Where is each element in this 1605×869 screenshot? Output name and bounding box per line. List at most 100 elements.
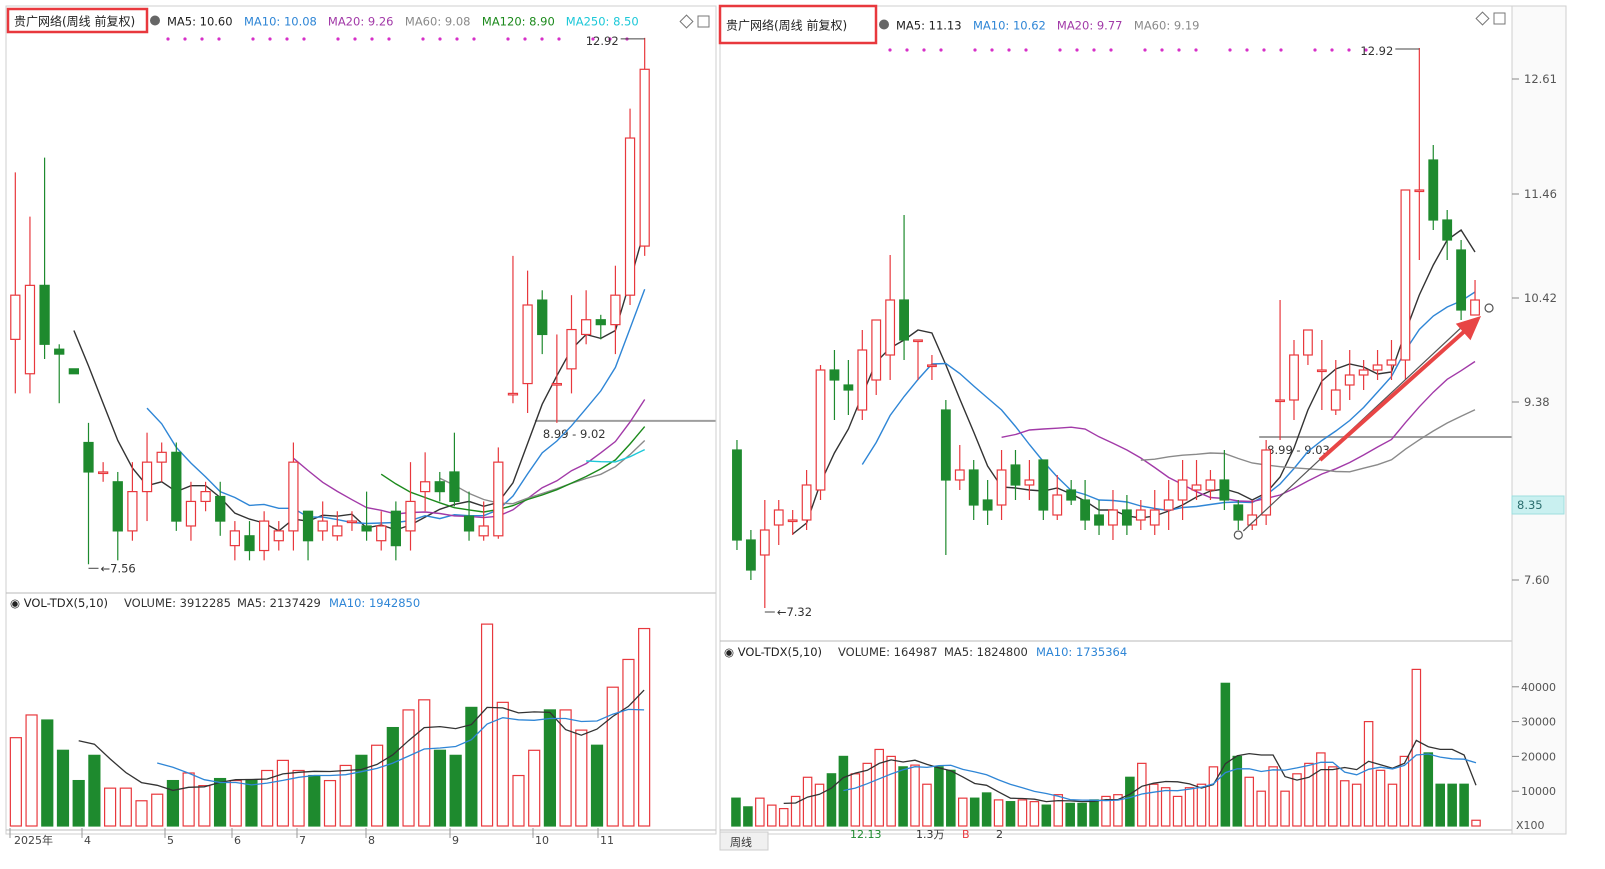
left-candle xyxy=(522,304,533,385)
right-volume-bar xyxy=(850,773,861,827)
left-signal-dot xyxy=(251,37,255,41)
right-candle xyxy=(1080,499,1091,521)
right-candle xyxy=(1135,509,1146,521)
right-vol-ma5-line xyxy=(783,739,1477,805)
right-candle xyxy=(1414,189,1425,193)
left-high-label: 12.92 xyxy=(586,34,619,48)
left-candle xyxy=(185,500,197,527)
left-volume-bar xyxy=(135,800,148,827)
left-signal-dot xyxy=(353,37,357,41)
left-vol-indicator-1: MA5: 2137429 xyxy=(237,596,321,610)
right-volume-bar xyxy=(1244,776,1255,827)
left-signal-dot xyxy=(285,37,289,41)
left-signal-dot xyxy=(387,37,391,41)
left-x-label-1: 4 xyxy=(84,834,91,847)
left-candle xyxy=(200,491,211,503)
left-volume-bar xyxy=(292,769,305,827)
bottom-tab-weekly[interactable] xyxy=(719,831,769,851)
left-volume-bar xyxy=(72,779,85,827)
right-volume-bar xyxy=(1148,783,1159,827)
left-candle xyxy=(97,471,109,475)
right-candle xyxy=(913,339,923,343)
right-diamond-icon[interactable] xyxy=(1475,11,1490,26)
right-signal-dot xyxy=(888,48,892,52)
right-candle xyxy=(1024,479,1035,486)
left-vol-ma10-line xyxy=(157,708,645,786)
left-ma10-line xyxy=(146,289,646,525)
right-volume-bar xyxy=(1387,783,1398,827)
left-volume-bar xyxy=(339,764,352,827)
right-candle xyxy=(1149,509,1160,526)
right-volume-bar xyxy=(946,769,956,827)
right-price-tick-label-2: 10.42 xyxy=(1524,291,1557,305)
bottom-value-2: B xyxy=(962,828,970,841)
right-vol-tick-label-3: 10000 xyxy=(1521,785,1556,798)
right-high-label: 12.92 xyxy=(1360,44,1393,58)
left-candle xyxy=(54,348,65,355)
right-signal-dot xyxy=(1109,48,1113,52)
left-candle xyxy=(478,525,489,537)
left-volume-bar xyxy=(103,787,117,827)
left-signal-dot xyxy=(302,37,306,41)
left-candle xyxy=(449,471,460,503)
trend-arrow-shaft xyxy=(1318,327,1469,462)
left-candle xyxy=(405,500,416,532)
left-volume-bar xyxy=(198,785,211,827)
right-zone-label: 8.99 - 9.03 xyxy=(1267,443,1330,457)
left-signal-dot xyxy=(268,37,272,41)
right-vol-title: ◉ VOL-TDX(5,10) xyxy=(724,645,822,659)
right-candle xyxy=(1261,449,1272,516)
left-volume-bar xyxy=(56,749,70,827)
left-volume-bar xyxy=(496,701,509,827)
right-settings-icon[interactable] xyxy=(879,19,889,30)
left-signal-dot xyxy=(200,37,204,41)
right-volume-bar xyxy=(993,799,1004,827)
left-candle xyxy=(434,481,445,493)
left-volume-bar xyxy=(543,709,557,827)
right-volume-bar xyxy=(743,806,753,827)
left-volume-bar xyxy=(323,779,337,827)
right-volume-bar xyxy=(1196,783,1207,827)
right-candle xyxy=(968,469,979,506)
right-frame xyxy=(719,5,1513,835)
right-candle xyxy=(1066,489,1077,501)
right-candle xyxy=(1163,499,1174,511)
left-candle xyxy=(376,525,387,542)
left-candle xyxy=(141,461,153,493)
right-volume-bar xyxy=(1435,783,1445,827)
left-x-label-7: 10 xyxy=(535,834,549,847)
right-signal-dot xyxy=(939,48,943,52)
right-signal-dot xyxy=(1058,48,1062,52)
right-signal-dot xyxy=(1007,48,1011,52)
current-price-tag xyxy=(1511,495,1565,515)
left-title: 贵广网络(周线 前复权) xyxy=(14,14,135,29)
right-vol-tick-label-1: 30000 xyxy=(1521,716,1556,729)
right-candle xyxy=(773,509,784,526)
left-volume-bar xyxy=(512,774,525,827)
left-settings-icon[interactable] xyxy=(150,15,160,26)
right-candle xyxy=(1052,494,1063,516)
right-volume-bar xyxy=(1065,802,1075,827)
right-volume-bar xyxy=(886,755,896,827)
right-volume-bar xyxy=(1017,799,1028,827)
left-volume-bar xyxy=(606,686,619,827)
left-volume-bar xyxy=(245,778,258,827)
right-candle xyxy=(1442,219,1453,241)
right-price-tick-label-5: 7.60 xyxy=(1524,573,1550,587)
left-diamond-icon[interactable] xyxy=(679,14,694,29)
right-volume-bar xyxy=(1447,783,1457,827)
left-signal-dot xyxy=(183,37,187,41)
right-volume-bar xyxy=(1363,720,1374,827)
right-candle xyxy=(982,499,993,511)
left-candle xyxy=(346,520,358,524)
right-volume-bar xyxy=(1184,787,1195,827)
right-candle xyxy=(1316,369,1327,373)
right-maximize-icon[interactable] xyxy=(1493,12,1506,25)
left-candle xyxy=(10,294,21,340)
right-title-highlight xyxy=(718,4,878,45)
right-candle xyxy=(801,484,812,521)
right-volume-bar xyxy=(1005,801,1016,827)
left-maximize-icon[interactable] xyxy=(697,15,710,28)
right-signal-dot xyxy=(1262,48,1266,52)
right-volume-bar xyxy=(1304,762,1314,827)
